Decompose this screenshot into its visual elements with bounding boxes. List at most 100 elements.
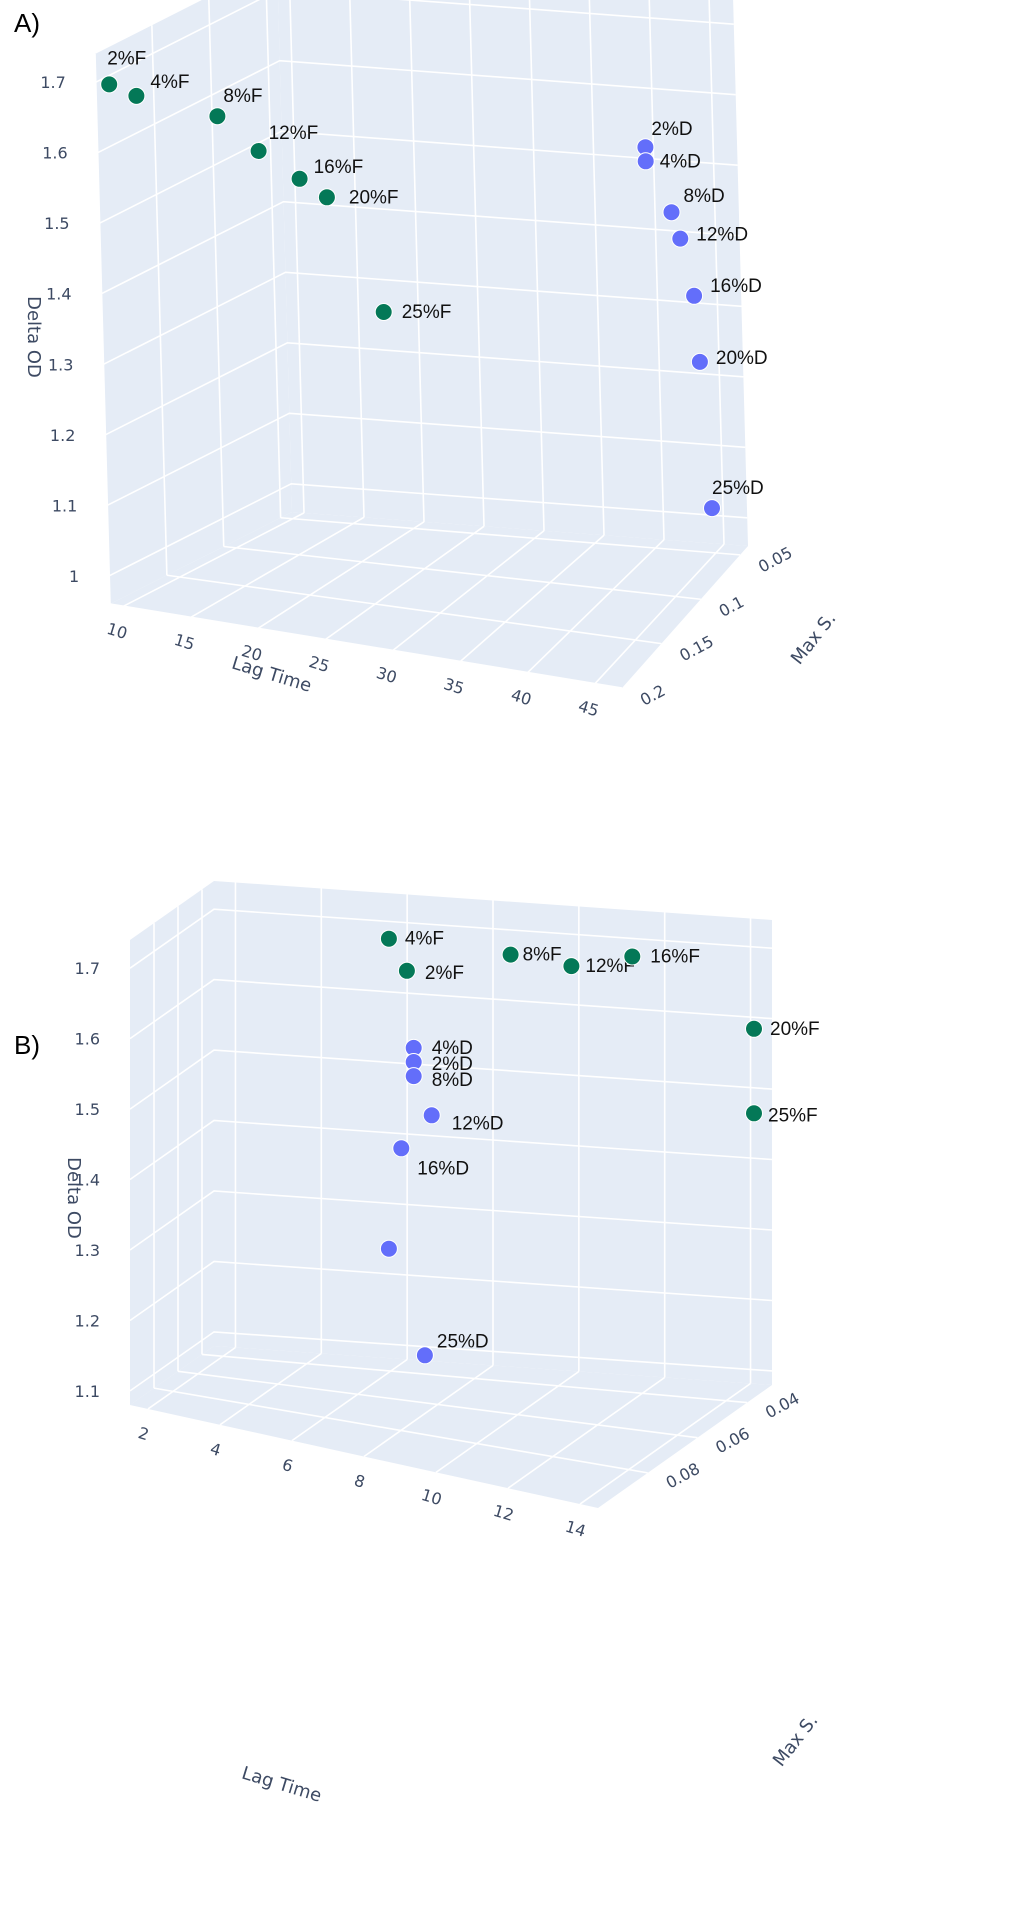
z-axis-title: Delta OD bbox=[23, 296, 44, 378]
data-point-f bbox=[290, 169, 309, 188]
gridline-z bbox=[129, 1049, 773, 1110]
panel-label-b: B) bbox=[14, 1030, 40, 1060]
data-point-label: 4%D bbox=[432, 1038, 473, 1059]
data-point-label: 16%D bbox=[417, 1158, 469, 1179]
data-point-f bbox=[745, 1104, 763, 1123]
data-point-label: 12%D bbox=[452, 1113, 504, 1134]
gridline-x-wall bbox=[528, 0, 545, 531]
gridline-x-wall bbox=[289, 0, 305, 513]
data-point-label: 25%D bbox=[712, 478, 764, 499]
data-point-label: 4%F bbox=[405, 929, 444, 950]
data-point-f bbox=[127, 86, 146, 105]
gridline-z bbox=[129, 1260, 773, 1322]
z-tick-label: 1.5 bbox=[75, 1100, 100, 1119]
y-axis-title: Max S. bbox=[769, 1710, 823, 1770]
x-tick-label: 10 bbox=[105, 619, 130, 643]
gridline-z bbox=[105, 341, 744, 436]
x-tick-label: 2 bbox=[136, 1423, 151, 1444]
gridline-x bbox=[190, 516, 365, 618]
left-wall-pane bbox=[130, 881, 214, 1405]
data-point-label: 8%D bbox=[432, 1070, 473, 1091]
gridline-x-wall bbox=[468, 0, 485, 527]
x-tick-label: 15 bbox=[172, 630, 197, 654]
gridline-z bbox=[106, 412, 746, 507]
data-point-label: 8%D bbox=[684, 186, 725, 207]
data-point-d bbox=[662, 203, 681, 222]
data-point-f bbox=[317, 188, 336, 207]
data-point-label: 2%D bbox=[651, 119, 692, 140]
data-point-label: 25%D bbox=[437, 1331, 489, 1352]
data-point-f bbox=[562, 957, 581, 976]
gridline-z bbox=[129, 908, 773, 969]
gridline-x bbox=[219, 1352, 322, 1426]
z-tick-label: 1.3 bbox=[75, 1241, 100, 1260]
gridline-y bbox=[153, 1387, 648, 1474]
data-point-label: 25%F bbox=[768, 1105, 818, 1126]
back-wall-pane bbox=[278, 0, 748, 546]
data-point-label: 12%F bbox=[269, 123, 319, 144]
gridline-z bbox=[95, 0, 734, 83]
x-axis-title: Lag Time bbox=[229, 653, 314, 697]
z-tick-label: 1.7 bbox=[75, 959, 100, 978]
gridline-y bbox=[177, 1370, 698, 1439]
x-tick-label: 8 bbox=[352, 1471, 367, 1492]
data-point-f bbox=[100, 75, 119, 94]
z-tick-label: 1.7 bbox=[40, 73, 65, 92]
gridline-z bbox=[101, 200, 740, 295]
data-point-f bbox=[249, 142, 268, 160]
data-point-label: 16%F bbox=[314, 157, 364, 178]
data-point-label: 20%F bbox=[349, 187, 399, 208]
data-point-f bbox=[501, 945, 520, 964]
gridline-y-wall bbox=[151, 25, 168, 576]
panel-b: B) 2 4 6 8 10 12 14 0.04 0.06 0.08 1.1 1.2 1.3 1.4 1.5… bbox=[0, 881, 1010, 1910]
gridline-z bbox=[108, 482, 748, 577]
gridline-y bbox=[166, 574, 662, 645]
gridline-x bbox=[363, 1364, 494, 1458]
gridline-x-wall bbox=[708, 0, 725, 545]
data-point-label: 4%D bbox=[660, 151, 701, 172]
x-tick-label: 35 bbox=[441, 674, 466, 698]
data-point-f bbox=[623, 947, 642, 966]
z-tick-label: 1.1 bbox=[75, 1382, 100, 1401]
gridline-x bbox=[325, 525, 485, 641]
x-tick-label: 10 bbox=[419, 1485, 444, 1509]
data-point-d bbox=[636, 152, 655, 171]
gridline-y-wall bbox=[265, 0, 282, 518]
x-tick-label: 40 bbox=[509, 685, 534, 709]
floor-pane bbox=[130, 1346, 772, 1508]
panel-a: A) 10 15 20 25 30 35 40 45 0.05 0.1 0.15 0.2 1 1.1 1.2… bbox=[0, 0, 1010, 940]
data-point-f bbox=[745, 1019, 763, 1038]
z-tick-label: 1.1 bbox=[52, 496, 77, 515]
gridline-z bbox=[129, 1331, 773, 1392]
gridline-x-wall bbox=[349, 0, 365, 518]
z-tick-label: 1.6 bbox=[42, 144, 67, 163]
data-point-f bbox=[379, 929, 398, 948]
data-point-d bbox=[690, 352, 709, 371]
data-point-label: 16%F bbox=[650, 947, 700, 968]
gridline-y-wall bbox=[94, 53, 111, 605]
data-point-d bbox=[422, 1106, 441, 1125]
gridline-y bbox=[223, 545, 701, 601]
z-tick-label: 1.2 bbox=[75, 1311, 100, 1330]
data-point-label: 2%F bbox=[425, 963, 464, 984]
data-point-label: 8%F bbox=[223, 86, 262, 107]
gridline-x bbox=[123, 512, 305, 607]
data-point-d bbox=[685, 286, 704, 305]
data-point-label: 12%D bbox=[696, 225, 748, 246]
x-tick-label: 25 bbox=[307, 652, 332, 676]
data-point-f bbox=[374, 303, 393, 321]
gridline-y-wall bbox=[208, 0, 225, 547]
y-axis-title: Max S. bbox=[787, 608, 841, 668]
x-tick-label: 45 bbox=[576, 696, 601, 720]
data-point-label: 4%F bbox=[150, 72, 189, 93]
chart-a-3d-scatter[interactable]: 10 15 20 25 30 35 40 450.050.10.150.211.11.21.3… bbox=[0, 0, 1010, 940]
gridline-y bbox=[280, 516, 741, 556]
chart-b-3d-scatter[interactable]: 2 4 6 8 10 12 14 0.04 0.06 0.08 1.1 1.2 1.3 1.4 1.5 1.6… bbox=[0, 881, 1010, 1910]
gridline-x bbox=[392, 530, 545, 652]
gridline-z bbox=[129, 1190, 773, 1251]
y-tick-label: 0.04 bbox=[762, 1389, 802, 1423]
floor-pane bbox=[110, 512, 748, 688]
y-tick-label: 0.08 bbox=[663, 1459, 703, 1493]
y-tick-label: 0.2 bbox=[637, 681, 668, 710]
data-point-f bbox=[208, 107, 227, 126]
